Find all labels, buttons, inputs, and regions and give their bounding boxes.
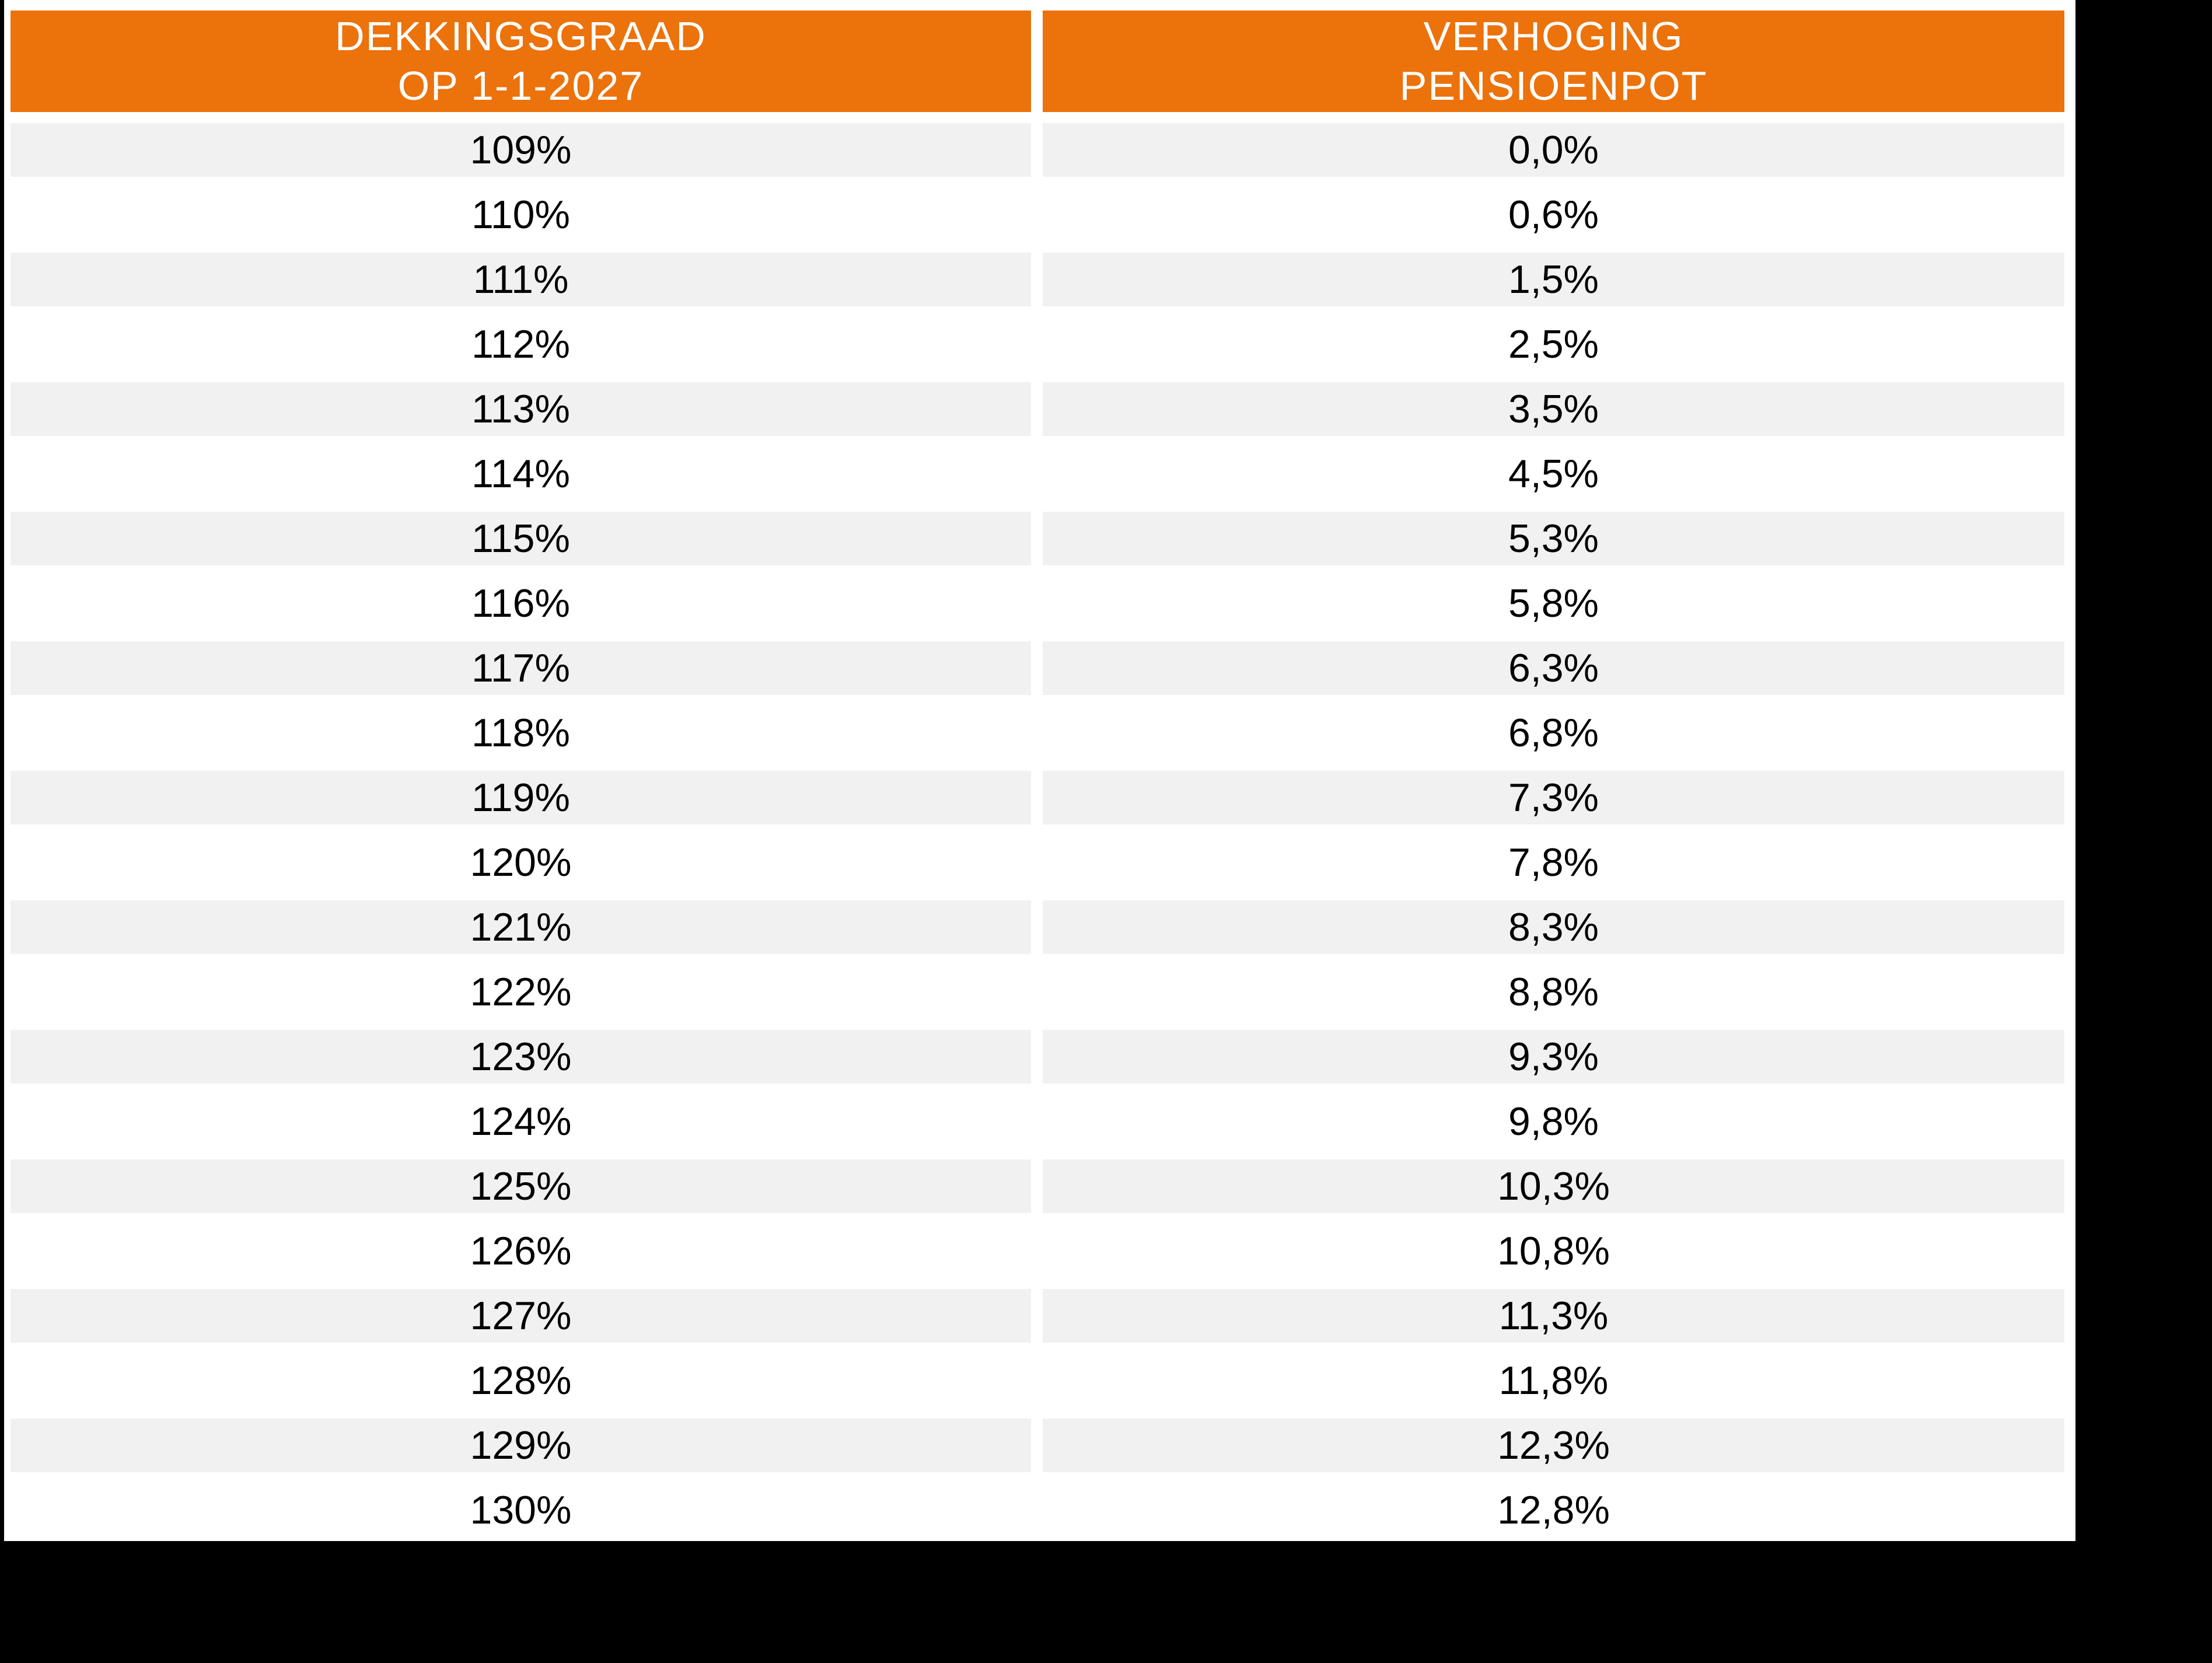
- cell-dekkingsgraad: 128%: [11, 1354, 1031, 1407]
- cell-verhoging: 8,3%: [1043, 900, 2064, 954]
- cell-dekkingsgraad: 115%: [11, 512, 1031, 565]
- cell-verhoging: 9,8%: [1043, 1095, 2064, 1148]
- cell-dekkingsgraad: 126%: [11, 1224, 1031, 1278]
- cell-verhoging: 2,5%: [1043, 317, 2064, 371]
- cell-dekkingsgraad: 121%: [11, 900, 1031, 954]
- header-dekkingsgraad-line1: DEKKINGSGRAAD: [335, 13, 707, 59]
- dekkingsgraad-table: DEKKINGSGRAAD OP 1-1-2027 VERHOGING PENS…: [11, 11, 2064, 1537]
- cell-verhoging: 12,3%: [1043, 1419, 2064, 1472]
- cell-dekkingsgraad: 119%: [11, 771, 1031, 824]
- cell-verhoging: 10,3%: [1043, 1159, 2064, 1213]
- cell-verhoging: 0,6%: [1043, 188, 2064, 242]
- cell-verhoging: 5,8%: [1043, 577, 2064, 630]
- cell-dekkingsgraad: 118%: [11, 706, 1031, 760]
- cell-dekkingsgraad: 116%: [11, 577, 1031, 630]
- header-dekkingsgraad-line2: OP 1-1-2027: [397, 63, 644, 109]
- header-verhoging-line2: PENSIOENPOT: [1399, 63, 1708, 109]
- cell-dekkingsgraad: 109%: [11, 123, 1031, 177]
- cell-verhoging: 12,8%: [1043, 1483, 2064, 1537]
- cell-verhoging: 0,0%: [1043, 123, 2064, 177]
- cell-dekkingsgraad: 124%: [11, 1095, 1031, 1148]
- cell-dekkingsgraad: 114%: [11, 447, 1031, 501]
- cell-verhoging: 11,3%: [1043, 1289, 2064, 1343]
- cell-dekkingsgraad: 120%: [11, 836, 1031, 889]
- cell-dekkingsgraad: 112%: [11, 317, 1031, 371]
- cell-dekkingsgraad: 117%: [11, 641, 1031, 695]
- cell-verhoging: 7,3%: [1043, 771, 2064, 824]
- cell-verhoging: 9,3%: [1043, 1030, 2064, 1084]
- header-verhoging-line1: VERHOGING: [1423, 13, 1684, 59]
- cell-verhoging: 6,3%: [1043, 641, 2064, 695]
- cell-verhoging: 6,8%: [1043, 706, 2064, 760]
- cell-verhoging: 1,5%: [1043, 253, 2064, 306]
- header-dekkingsgraad: DEKKINGSGRAAD OP 1-1-2027: [11, 11, 1031, 112]
- cell-dekkingsgraad: 123%: [11, 1030, 1031, 1084]
- cell-verhoging: 7,8%: [1043, 836, 2064, 889]
- cell-dekkingsgraad: 110%: [11, 188, 1031, 242]
- cell-dekkingsgraad: 129%: [11, 1419, 1031, 1472]
- cell-verhoging: 8,8%: [1043, 965, 2064, 1019]
- cell-verhoging: 10,8%: [1043, 1224, 2064, 1278]
- cell-dekkingsgraad: 127%: [11, 1289, 1031, 1343]
- cell-dekkingsgraad: 130%: [11, 1483, 1031, 1537]
- cell-verhoging: 4,5%: [1043, 447, 2064, 501]
- cell-dekkingsgraad: 122%: [11, 965, 1031, 1019]
- header-verhoging: VERHOGING PENSIOENPOT: [1043, 11, 2064, 112]
- cell-verhoging: 11,8%: [1043, 1354, 2064, 1407]
- cell-dekkingsgraad: 113%: [11, 382, 1031, 436]
- cell-dekkingsgraad: 125%: [11, 1159, 1031, 1213]
- cell-verhoging: 5,3%: [1043, 512, 2064, 565]
- slide-canvas: DEKKINGSGRAAD OP 1-1-2027 VERHOGING PENS…: [4, 0, 2075, 1541]
- cell-dekkingsgraad: 111%: [11, 253, 1031, 306]
- cell-verhoging: 3,5%: [1043, 382, 2064, 436]
